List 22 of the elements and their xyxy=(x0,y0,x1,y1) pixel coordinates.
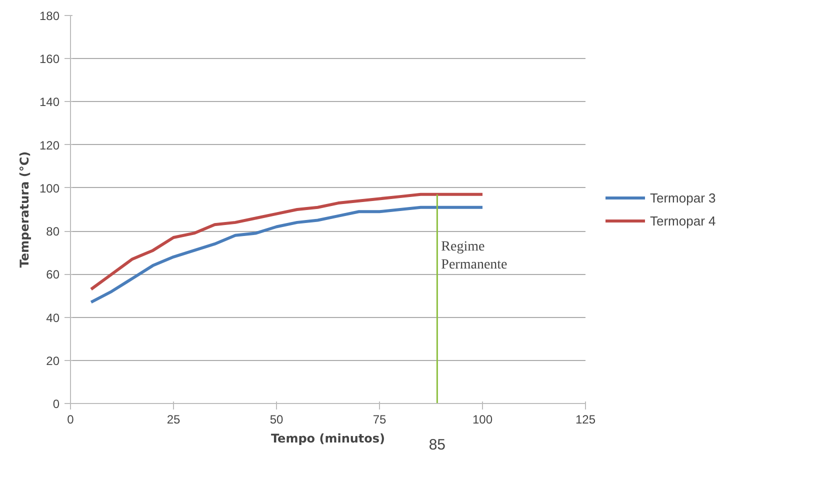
x-tick-label: 125 xyxy=(575,412,596,426)
x-tick-label: 75 xyxy=(372,412,386,426)
x-tick-label: 0 xyxy=(67,412,74,426)
y-axis-title: Temperatura (°C) xyxy=(17,151,32,268)
x-tick-label: 100 xyxy=(472,412,493,426)
ref-line-label: Regime Permanente xyxy=(441,239,508,272)
y-tick-label: 60 xyxy=(46,268,60,282)
text: 85 xyxy=(428,436,446,454)
x-tick-label: 25 xyxy=(166,412,180,426)
y-tick-label: 140 xyxy=(39,95,60,110)
legend-label: Termopar 4 xyxy=(650,213,716,228)
x-axis-title: Tempo (minutos) xyxy=(270,432,386,446)
y-tick-label: 40 xyxy=(46,310,60,325)
x-tick-label: 50 xyxy=(270,412,284,426)
y-tick-label: 160 xyxy=(39,52,60,66)
y-tick-label: 180 xyxy=(39,9,60,23)
y-tick-label: 120 xyxy=(39,138,60,152)
y-tick-label: 80 xyxy=(46,224,60,239)
legend-label: Termopar 3 xyxy=(650,190,716,205)
y-tick-label: 0 xyxy=(52,397,60,411)
y-tick-label: 100 xyxy=(39,181,60,196)
y-tick-label: 20 xyxy=(46,354,60,368)
